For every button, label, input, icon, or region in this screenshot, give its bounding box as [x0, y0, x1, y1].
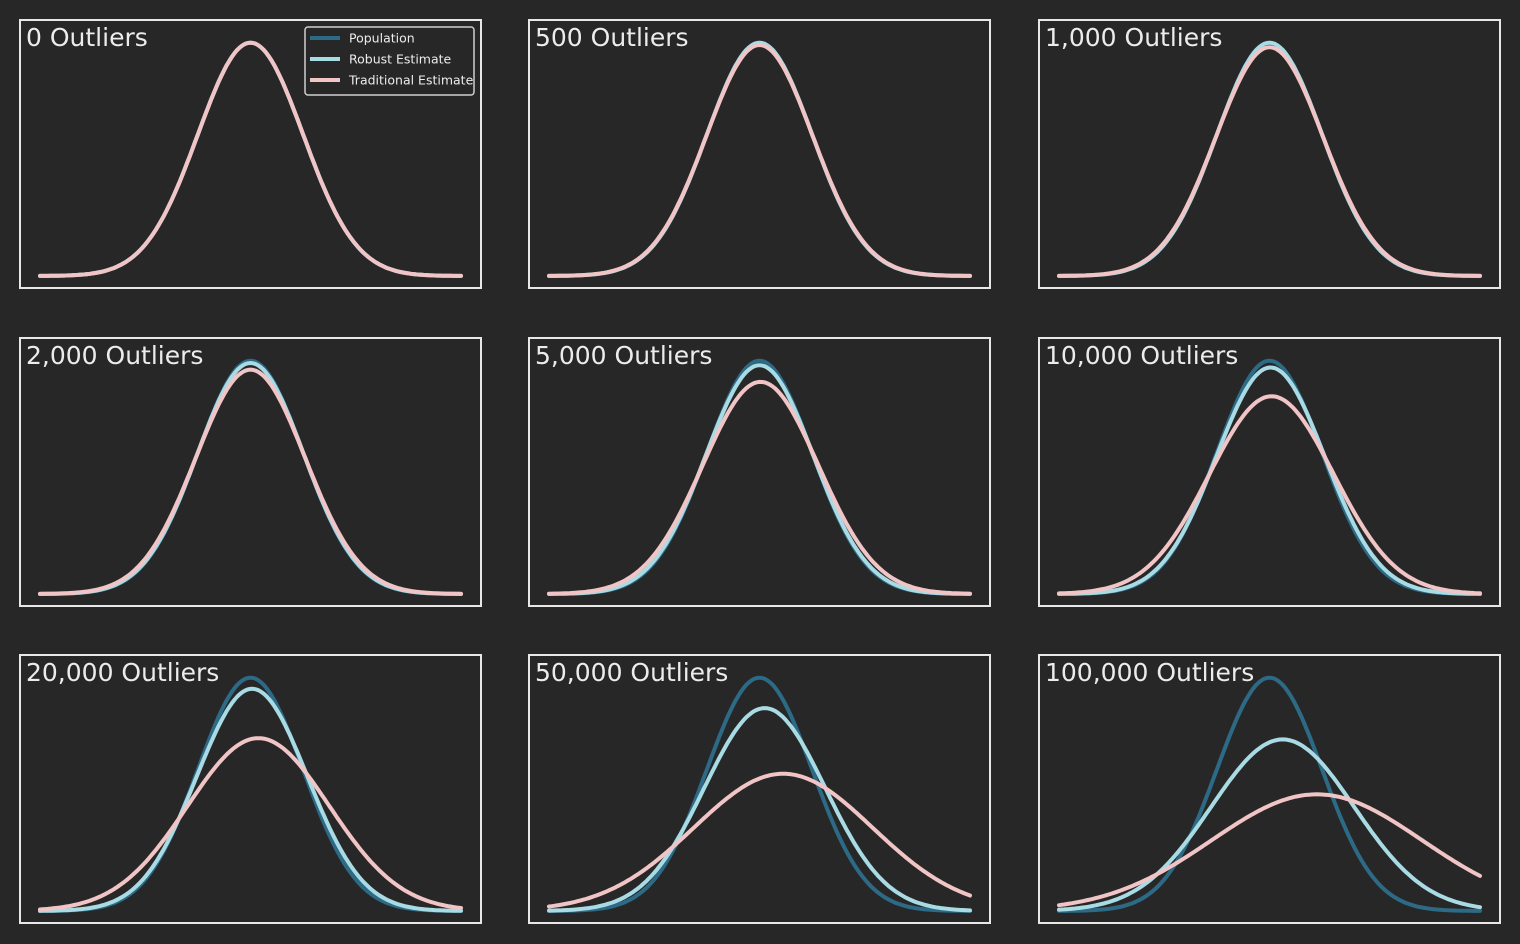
panel-title: 20,000 Outliers	[26, 658, 219, 687]
series-line-robust-estimate	[1057, 365, 1482, 596]
legend-label-traditional: Traditional Estimate	[348, 73, 474, 88]
panel-9: 100,000 Outliers	[1038, 654, 1501, 924]
panel-frame	[1038, 654, 1501, 924]
panel-title: 10,000 Outliers	[1045, 341, 1238, 370]
panel-title: 2,000 Outliers	[26, 341, 203, 370]
series-line-robust-estimate	[1057, 737, 1482, 912]
panel-title: 500 Outliers	[535, 23, 689, 52]
series-line-robust-estimate	[547, 706, 972, 913]
panel-title: 5,000 Outliers	[535, 341, 712, 370]
panel-3: 1,000 Outliers	[1038, 19, 1501, 289]
panel-6: 10,000 Outliers	[1038, 337, 1501, 607]
series-line-traditional-estimate	[547, 771, 972, 909]
panel-title: 0 Outliers	[26, 23, 148, 52]
panel-5: 5,000 Outliers	[528, 337, 991, 607]
panel-frame	[528, 19, 991, 289]
series-line-traditional-estimate	[38, 40, 463, 278]
panel-frame	[528, 337, 991, 607]
panel-title: 100,000 Outliers	[1045, 658, 1254, 687]
series-line-population	[547, 675, 972, 913]
panel-title: 1,000 Outliers	[1045, 23, 1222, 52]
series-line-traditional-estimate	[38, 736, 463, 912]
panel-8: 50,000 Outliers	[528, 654, 991, 924]
panel-title: 50,000 Outliers	[535, 658, 728, 687]
series-line-robust-estimate	[547, 363, 972, 596]
series-line-traditional-estimate	[1057, 394, 1482, 596]
legend-label-robust: Robust Estimate	[349, 52, 452, 67]
panel-frame	[1038, 337, 1501, 607]
series-line-traditional-estimate	[38, 367, 463, 596]
panel-7: 20,000 Outliers	[19, 654, 482, 924]
panel-frame	[528, 654, 991, 924]
panel-frame	[19, 654, 482, 924]
panels-grid: 0 Outliers 500 Outliers 1,000 Outliers 2,00…	[19, 19, 1501, 924]
legend-label-population: Population	[349, 31, 415, 46]
series-line-traditional-estimate	[1057, 45, 1482, 278]
panel-frame	[1038, 19, 1501, 289]
series-line-traditional-estimate	[1057, 792, 1482, 908]
series-line-population	[1057, 675, 1482, 913]
series-line-robust-estimate	[38, 686, 463, 913]
panel-frame	[19, 337, 482, 607]
panel-2: 500 Outliers	[528, 19, 991, 289]
series-line-traditional-estimate	[547, 43, 972, 278]
panel-4: 2,000 Outliers	[19, 337, 482, 607]
legend-box	[304, 26, 475, 96]
series-line-traditional-estimate	[547, 379, 972, 596]
legend: Population Robust Estimate Traditional E…	[304, 26, 475, 96]
